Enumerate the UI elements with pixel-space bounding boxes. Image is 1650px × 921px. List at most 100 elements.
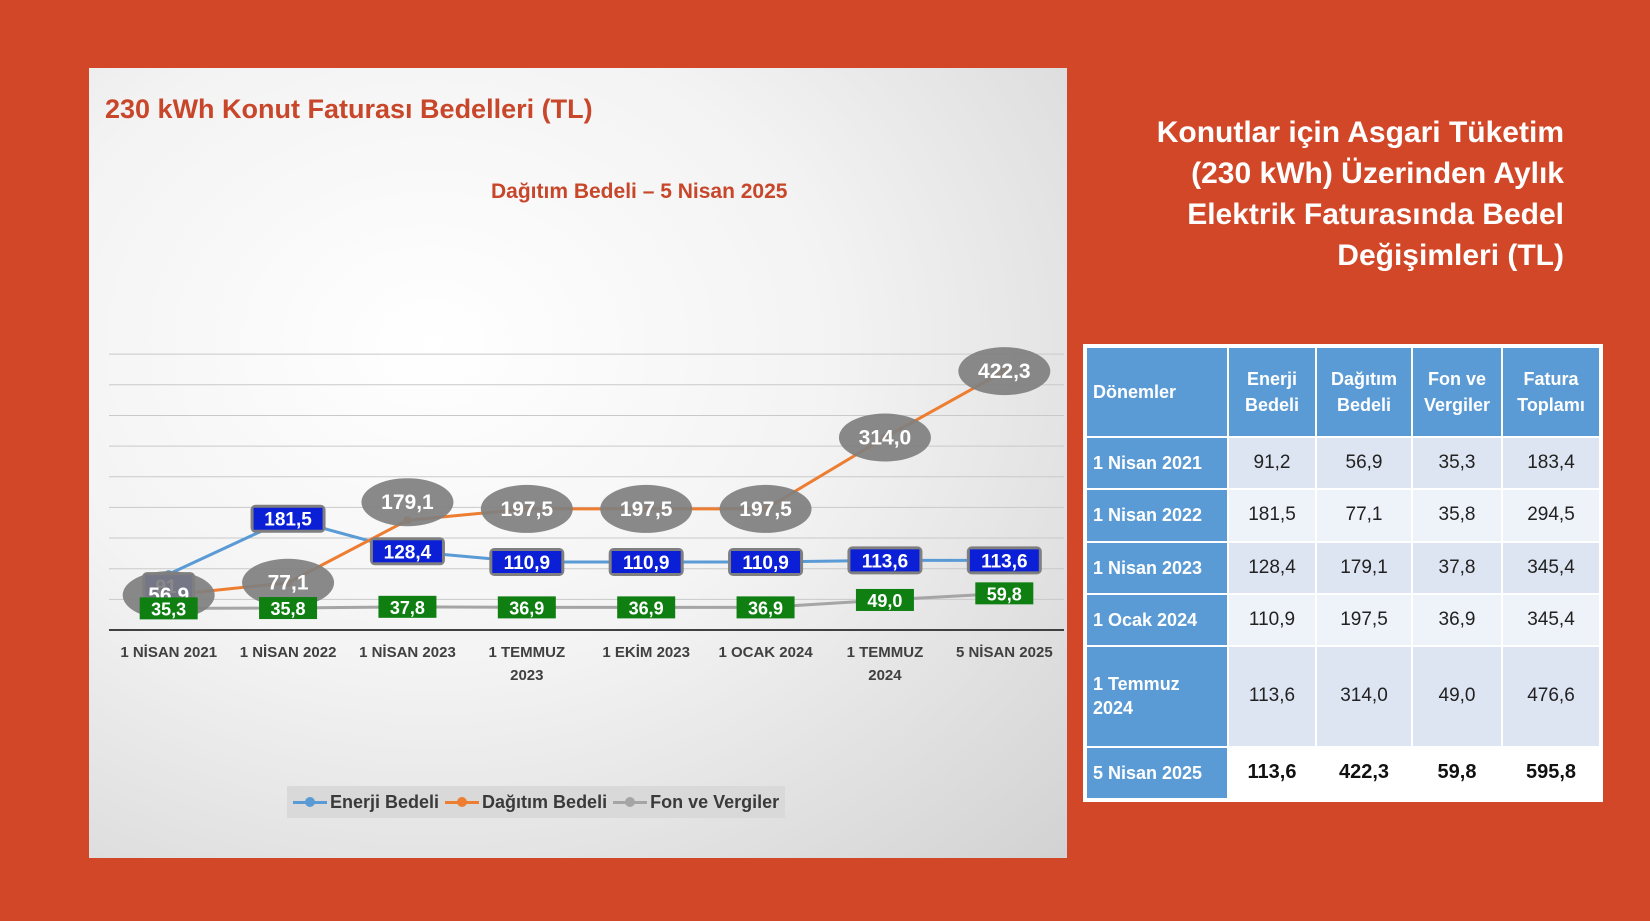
legend-label-fon: Fon ve Vergiler — [650, 791, 780, 812]
legend-swatch-enerji — [293, 796, 327, 808]
side-title-line: Değişimleri (TL) — [1337, 239, 1564, 272]
data-label: 113,6 — [981, 551, 1028, 572]
data-label: 36,9 — [748, 598, 783, 618]
cell-fon: 35,3 — [1411, 435, 1503, 491]
label-box — [378, 595, 437, 618]
cell-enerji: 128,4 — [1227, 540, 1317, 595]
line-chart: 1 NİSAN 2021 1 NİSAN 2022 1 NİSAN 2023 1 TE… — [109, 347, 1064, 684]
data-label: 110,9 — [742, 553, 789, 574]
legend-item-enerji: Enerji Bedeli — [293, 792, 439, 813]
cell-enerji: 91,2 — [1227, 435, 1317, 491]
legend-label-dagitim: Dağıtım Bedeli — [482, 791, 608, 812]
cell-enerji: 113,6 — [1227, 645, 1317, 748]
legend-item-fon: Fon ve Vergiler — [613, 792, 779, 813]
row-period: 5 Nisan 2025 — [1085, 745, 1229, 801]
label-box — [731, 551, 801, 574]
label-ellipse — [480, 484, 573, 533]
cell-toplam: 294,5 — [1501, 488, 1601, 543]
cell-dagitim: 314,0 — [1315, 645, 1413, 748]
cell-dagitim: 197,5 — [1315, 592, 1413, 648]
label-box — [497, 596, 556, 619]
row-period: 1 Ocak 2024 — [1085, 592, 1229, 648]
side-title-line: Elektrik Faturasında Bedel — [1187, 198, 1564, 231]
data-label: 179,1 — [381, 491, 434, 514]
data-label: 37,8 — [390, 598, 425, 618]
cell-toplam: 345,4 — [1501, 540, 1601, 595]
cell-fon: 36,9 — [1411, 592, 1503, 648]
data-label: 49,0 — [867, 591, 902, 611]
x-tick-label: 1 NİSAN 2022 — [240, 644, 337, 661]
table-row: 1 Nisan 2022 181,5 77,1 35,8 294,5 — [1085, 488, 1601, 543]
cell-toplam: 183,4 — [1501, 435, 1601, 491]
label-ellipse — [600, 484, 693, 533]
chart-subtitle: Dağıtım Bedeli – 5 Nisan 2025 — [491, 180, 788, 203]
data-label: 36,9 — [629, 598, 664, 618]
data-label: 36,9 — [509, 598, 544, 618]
legend-label-enerji: Enerji Bedeli — [330, 791, 440, 812]
cell-fon: 49,0 — [1411, 645, 1503, 748]
cell-toplam: 476,6 — [1501, 645, 1601, 748]
cell-dagitim: 56,9 — [1315, 435, 1413, 491]
row-period: 1 Nisan 2022 — [1085, 488, 1229, 543]
cell-enerji: 181,5 — [1227, 488, 1317, 543]
x-axis: 1 NİSAN 2021 1 NİSAN 2022 1 NİSAN 2023 1 TE… — [109, 629, 1064, 684]
header-dagitim: Dağıtım Bedeli — [1315, 346, 1413, 438]
chart-legend: Enerji Bedeli Dağıtım Bedeli Fon ve Verg… — [287, 786, 786, 818]
cell-dagitim: 179,1 — [1315, 540, 1413, 595]
legend-swatch-dagitim — [445, 796, 480, 808]
cell-enerji: 110,9 — [1227, 592, 1317, 648]
label-ellipse — [719, 484, 812, 533]
data-label: 181,5 — [264, 510, 312, 531]
data-label: 77,1 — [268, 572, 309, 595]
label-ellipse — [242, 558, 335, 607]
header-toplam: Fatura Toplamı — [1501, 346, 1601, 438]
table-header-row: Dönemler Enerji Bedeli Dağıtım Bedeli Fo… — [1085, 346, 1601, 438]
side-title: Konutlar için Asgari Tüketim (230 kWh) Ü… — [1064, 112, 1564, 276]
label-box — [969, 549, 1039, 572]
x-tick-label: 1 TEMMUZ 2024 — [847, 644, 924, 684]
chart-panel: 1 NİSAN 2021 1 NİSAN 2022 1 NİSAN 2023 1 TE… — [89, 68, 1067, 858]
label-box — [611, 551, 681, 574]
label-box — [850, 549, 920, 572]
label-ellipse — [958, 347, 1051, 396]
cell-enerji: 113,6 — [1227, 745, 1317, 801]
label-box — [372, 540, 442, 563]
table-row: 1 Nisan 2023 128,4 179,1 37,8 345,4 — [1085, 540, 1601, 595]
label-box — [855, 588, 914, 611]
x-tick-label: 1 NİSAN 2023 — [359, 644, 456, 661]
header-enerji: Enerji Bedeli — [1227, 346, 1317, 438]
cell-dagitim: 77,1 — [1315, 488, 1413, 543]
cell-dagitim: 422,3 — [1315, 745, 1413, 801]
header-fon: Fon ve Vergiler — [1411, 346, 1503, 438]
label-box — [492, 551, 562, 574]
data-label: 314,0 — [859, 427, 912, 450]
table-row: 1 Ocak 2024 110,9 197,5 36,9 345,4 — [1085, 592, 1601, 648]
row-period: 1 Nisan 2023 — [1085, 540, 1229, 595]
cell-fon: 35,8 — [1411, 488, 1503, 543]
cell-fon: 59,8 — [1411, 745, 1503, 801]
x-tick-label: 1 NİSAN 2021 — [120, 644, 217, 661]
label-ellipse — [838, 413, 931, 462]
data-label: 197,5 — [739, 498, 792, 521]
x-tick-label: 5 NİSAN 2025 — [956, 644, 1053, 661]
data-label: 113,6 — [862, 551, 909, 572]
legend-item-dagitim: Dağıtım Bedeli — [445, 792, 607, 813]
side-title-line: Konutlar için Asgari Tüketim — [1156, 116, 1564, 149]
row-period: 1 Nisan 2021 — [1085, 435, 1229, 491]
label-box — [617, 596, 676, 619]
label-box — [259, 597, 318, 620]
side-title-line: (230 kWh) Üzerinden Aylık — [1191, 157, 1564, 190]
cell-fon: 37,8 — [1411, 540, 1503, 595]
data-label: 35,3 — [151, 599, 186, 619]
x-tick-label: 1 EKİM 2023 — [602, 644, 690, 661]
table-row: 5 Nisan 2025 113,6 422,3 59,8 595,8 — [1085, 745, 1601, 801]
data-labels: 91,181,5128,4110,9110,9110,9113,6113,656… — [122, 347, 1051, 620]
table-row: 1 Nisan 2021 91,2 56,9 35,3 183,4 — [1085, 435, 1601, 491]
legend-swatch-fon — [613, 796, 648, 808]
label-box — [139, 597, 198, 620]
label-box — [253, 507, 323, 530]
data-label: 197,5 — [501, 498, 554, 521]
x-tick-label: 1 OCAK 2024 — [718, 644, 813, 661]
data-label: 128,4 — [384, 542, 432, 563]
label-box — [736, 596, 795, 619]
